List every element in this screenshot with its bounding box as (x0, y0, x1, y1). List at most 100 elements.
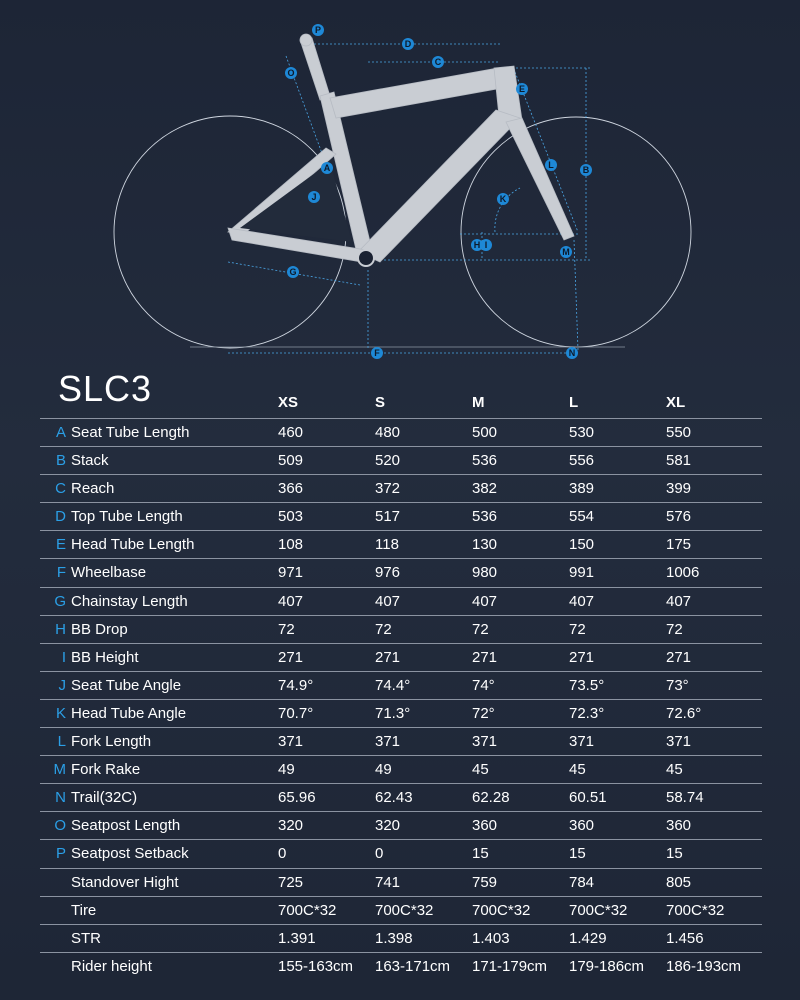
row-value: 1.398 (375, 929, 413, 947)
row-value: 60.51 (569, 789, 607, 807)
badge-h: H (471, 239, 483, 251)
table-row: P Seatpost Setback 0 0 15 15 15 (40, 839, 762, 867)
row-value: 371 (569, 733, 595, 751)
row-value: 366 (278, 480, 304, 498)
row-value: 74° (472, 676, 495, 694)
row-value: 581 (666, 452, 692, 470)
row-value: 45 (666, 761, 683, 779)
svg-text:J: J (311, 192, 316, 202)
row-value: 371 (472, 733, 498, 751)
svg-text:P: P (315, 25, 321, 35)
row-value: 130 (472, 536, 498, 554)
row-label: Standover Hight (71, 873, 179, 891)
bike-geometry-diagram: P D C O E A L B J K H I M G F N (113, 24, 692, 359)
row-value: 530 (569, 424, 595, 441)
badge-j: J (308, 191, 320, 203)
svg-text:C: C (435, 57, 442, 67)
row-value: 186-193cm (666, 957, 742, 975)
row-value: 49 (375, 761, 392, 779)
row-value: 399 (666, 480, 692, 498)
table-row: Rider height 155-163cm 163-171cm 171-179cm 1… (40, 951, 762, 980)
badge-e: E (516, 83, 528, 95)
row-value: 700C*32 (375, 901, 434, 919)
row-value: 976 (375, 564, 401, 582)
row-value: 320 (375, 817, 401, 835)
row-value: 72 (472, 620, 489, 638)
row-value: 576 (666, 508, 692, 526)
row-letter: K (55, 704, 66, 722)
row-label: Fork Length (71, 733, 152, 751)
row-value: 65.96 (278, 789, 316, 807)
row-value: 271 (375, 648, 401, 666)
bottom-bracket (357, 249, 375, 267)
row-value: 784 (569, 873, 595, 891)
row-value: 72 (278, 620, 295, 638)
row-letter: N (55, 789, 66, 807)
row-letter: P (55, 845, 66, 863)
row-value: 271 (569, 648, 595, 666)
table-row: H BB Drop 72 72 72 72 72 (40, 614, 762, 643)
row-value: 62.43 (375, 789, 413, 807)
row-value: 45 (569, 761, 586, 779)
size-header: XS (278, 394, 299, 411)
svg-text:E: E (519, 84, 525, 94)
row-value: 480 (375, 424, 401, 441)
table-row: D Top Tube Length 503 517 536 554 576 (40, 502, 762, 530)
row-letter: H (55, 620, 66, 638)
svg-text:D: D (405, 39, 412, 49)
row-value: 1.429 (569, 929, 607, 947)
row-value: 72.6° (666, 704, 702, 722)
row-value: 0 (278, 845, 287, 863)
row-letter: A (55, 424, 66, 441)
row-value: 49 (278, 761, 295, 779)
badge-k: K (497, 193, 509, 205)
row-value: 517 (375, 508, 401, 526)
table-row: B Stack 509 520 536 556 581 (40, 446, 762, 474)
row-value: 407 (569, 592, 595, 610)
table-row: G Chainstay Length 407 407 407 407 407 (40, 586, 762, 615)
front-wheel (460, 116, 692, 348)
row-value: 360 (472, 817, 498, 835)
svg-text:N: N (569, 348, 576, 358)
row-value: 500 (472, 424, 498, 441)
geometry-rows: A Seat Tube Length 460 480 500 530 550 B Stack 50… (40, 418, 762, 980)
badge-o: O (285, 67, 297, 79)
row-letter: L (57, 733, 66, 751)
row-letter: M (53, 761, 67, 779)
row-label: Fork Rake (71, 761, 141, 779)
row-value: 320 (278, 817, 304, 835)
row-value: 360 (666, 817, 692, 835)
svg-text:O: O (287, 68, 294, 78)
row-value: 179-186cm (569, 957, 645, 975)
size-header: XL (666, 394, 686, 411)
table-row: O Seatpost Length 320 320 360 360 360 (40, 811, 762, 839)
row-label: Trail(32C) (71, 789, 138, 807)
row-value: 550 (666, 424, 692, 441)
row-value: 58.74 (666, 789, 704, 807)
row-value: 1.403 (472, 929, 510, 947)
row-value: 175 (666, 536, 692, 554)
table-row: Tire 700C*32 700C*32 700C*32 700C*32 700C*32 (40, 895, 762, 924)
row-letter: J (58, 676, 67, 694)
row-label: Seatpost Setback (71, 845, 189, 863)
row-value: 72° (472, 704, 495, 722)
row-value: 155-163cm (278, 957, 354, 975)
badge-g: G (287, 266, 299, 278)
row-value: 74.9° (278, 676, 314, 694)
row-value: 460 (278, 424, 304, 441)
row-label: Top Tube Length (71, 508, 183, 526)
row-value: 700C*32 (278, 901, 337, 919)
table-row: L Fork Length 371 371 371 371 371 (40, 727, 762, 755)
size-header-row: XS S M L XL (40, 388, 762, 418)
row-value: 72 (569, 620, 586, 638)
row-value: 71.3° (375, 704, 411, 722)
table-row: F Wheelbase 971 976 980 991 1006 (40, 558, 762, 586)
row-label: Reach (71, 480, 115, 498)
row-value: 554 (569, 508, 595, 526)
row-value: 741 (375, 873, 401, 891)
row-value: 15 (472, 845, 489, 863)
table-row: N Trail(32C) 65.96 62.43 62.28 60.51 58.74 (40, 783, 762, 811)
row-value: 70.7° (278, 704, 314, 722)
row-label: Seat Tube Length (71, 424, 190, 441)
row-value: 371 (278, 733, 304, 751)
